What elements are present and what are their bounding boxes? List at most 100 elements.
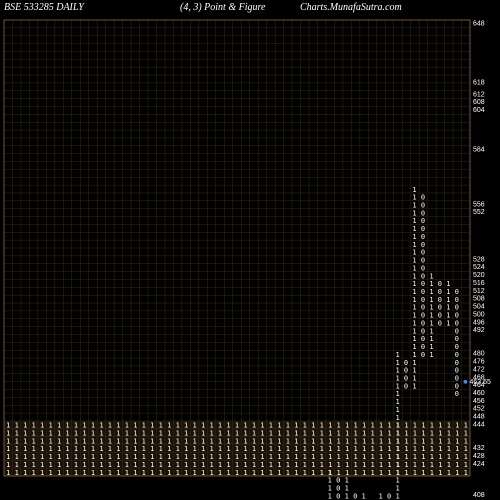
svg-text:556: 556 xyxy=(473,201,485,208)
svg-text:1: 1 xyxy=(193,422,197,430)
svg-text:1: 1 xyxy=(447,461,451,469)
svg-text:1: 1 xyxy=(446,319,450,327)
svg-text:1: 1 xyxy=(150,445,154,453)
svg-text:0: 0 xyxy=(421,272,425,280)
svg-text:1: 1 xyxy=(447,437,451,445)
svg-text:1: 1 xyxy=(193,461,197,469)
svg-text:1: 1 xyxy=(201,437,205,445)
svg-text:0: 0 xyxy=(421,209,425,217)
svg-text:1: 1 xyxy=(201,445,205,453)
svg-text:1: 1 xyxy=(235,422,239,430)
svg-text:1: 1 xyxy=(447,430,451,438)
svg-text:1: 1 xyxy=(395,477,399,485)
svg-text:1: 1 xyxy=(429,335,433,343)
svg-text:1: 1 xyxy=(184,422,188,430)
svg-text:1: 1 xyxy=(159,445,163,453)
svg-text:0: 0 xyxy=(455,296,459,304)
svg-text:1: 1 xyxy=(328,430,332,438)
svg-text:1: 1 xyxy=(387,453,391,461)
svg-text:1: 1 xyxy=(260,437,264,445)
svg-text:1: 1 xyxy=(65,453,69,461)
svg-text:1: 1 xyxy=(201,430,205,438)
svg-text:1: 1 xyxy=(345,430,349,438)
svg-text:1: 1 xyxy=(23,469,27,477)
svg-text:1: 1 xyxy=(235,453,239,461)
svg-text:1: 1 xyxy=(412,233,416,241)
svg-text:1: 1 xyxy=(91,453,95,461)
svg-text:1: 1 xyxy=(133,469,137,477)
svg-text:0: 0 xyxy=(455,367,459,375)
svg-text:1: 1 xyxy=(362,461,366,469)
svg-text:618: 618 xyxy=(473,79,485,86)
svg-text:1: 1 xyxy=(150,437,154,445)
svg-text:1: 1 xyxy=(243,430,247,438)
svg-text:0: 0 xyxy=(421,296,425,304)
svg-text:1: 1 xyxy=(378,492,382,500)
chart-subtitle: (4, 3) Point & Figure xyxy=(180,2,265,13)
svg-text:1: 1 xyxy=(201,453,205,461)
svg-text:456: 456 xyxy=(473,398,485,405)
svg-text:1: 1 xyxy=(99,430,103,438)
svg-text:1: 1 xyxy=(395,445,399,453)
svg-text:492: 492 xyxy=(473,327,485,334)
svg-text:0: 0 xyxy=(336,477,340,485)
svg-text:1: 1 xyxy=(252,422,256,430)
svg-text:0: 0 xyxy=(455,359,459,367)
svg-text:1: 1 xyxy=(209,437,213,445)
svg-text:1: 1 xyxy=(252,461,256,469)
svg-text:1: 1 xyxy=(116,437,120,445)
svg-text:0: 0 xyxy=(455,288,459,296)
svg-text:448: 448 xyxy=(473,414,485,421)
svg-text:0: 0 xyxy=(421,304,425,312)
svg-text:1: 1 xyxy=(370,437,374,445)
chart-source: Charts.MunafaSutra.com xyxy=(300,2,402,13)
svg-text:1: 1 xyxy=(184,437,188,445)
svg-text:0: 0 xyxy=(421,319,425,327)
svg-text:520: 520 xyxy=(473,272,485,279)
svg-text:1: 1 xyxy=(23,461,27,469)
svg-text:1: 1 xyxy=(328,477,332,485)
svg-text:1: 1 xyxy=(74,422,78,430)
svg-text:452: 452 xyxy=(473,406,485,413)
svg-text:1: 1 xyxy=(193,437,197,445)
svg-text:0: 0 xyxy=(455,304,459,312)
svg-text:1: 1 xyxy=(446,288,450,296)
svg-text:1: 1 xyxy=(99,469,103,477)
svg-text:1: 1 xyxy=(429,288,433,296)
svg-text:1: 1 xyxy=(125,469,129,477)
svg-text:1: 1 xyxy=(345,485,349,493)
svg-text:1: 1 xyxy=(328,469,332,477)
svg-text:1: 1 xyxy=(337,437,341,445)
svg-text:1: 1 xyxy=(294,469,298,477)
svg-text:1: 1 xyxy=(226,430,230,438)
svg-text:0: 0 xyxy=(421,194,425,202)
svg-text:1: 1 xyxy=(125,430,129,438)
svg-text:612: 612 xyxy=(473,91,485,98)
svg-text:1: 1 xyxy=(108,437,112,445)
svg-text:1: 1 xyxy=(294,445,298,453)
svg-text:1: 1 xyxy=(395,359,399,367)
svg-text:1: 1 xyxy=(32,469,36,477)
svg-text:1: 1 xyxy=(320,453,324,461)
svg-text:1: 1 xyxy=(32,445,36,453)
svg-text:1: 1 xyxy=(235,469,239,477)
svg-text:1: 1 xyxy=(23,445,27,453)
svg-text:1: 1 xyxy=(150,469,154,477)
svg-text:1: 1 xyxy=(430,437,434,445)
svg-text:1: 1 xyxy=(23,437,27,445)
svg-text:1: 1 xyxy=(345,445,349,453)
svg-text:1: 1 xyxy=(91,445,95,453)
svg-text:1: 1 xyxy=(201,461,205,469)
svg-text:1: 1 xyxy=(395,492,399,500)
svg-text:1: 1 xyxy=(387,461,391,469)
svg-text:1: 1 xyxy=(99,422,103,430)
svg-text:1: 1 xyxy=(6,437,10,445)
svg-text:1: 1 xyxy=(429,312,433,320)
svg-text:1: 1 xyxy=(260,430,264,438)
svg-text:1: 1 xyxy=(395,367,399,375)
svg-text:1: 1 xyxy=(82,469,86,477)
svg-text:1: 1 xyxy=(6,422,10,430)
svg-text:1: 1 xyxy=(226,469,230,477)
svg-text:1: 1 xyxy=(438,461,442,469)
svg-text:0: 0 xyxy=(438,304,442,312)
